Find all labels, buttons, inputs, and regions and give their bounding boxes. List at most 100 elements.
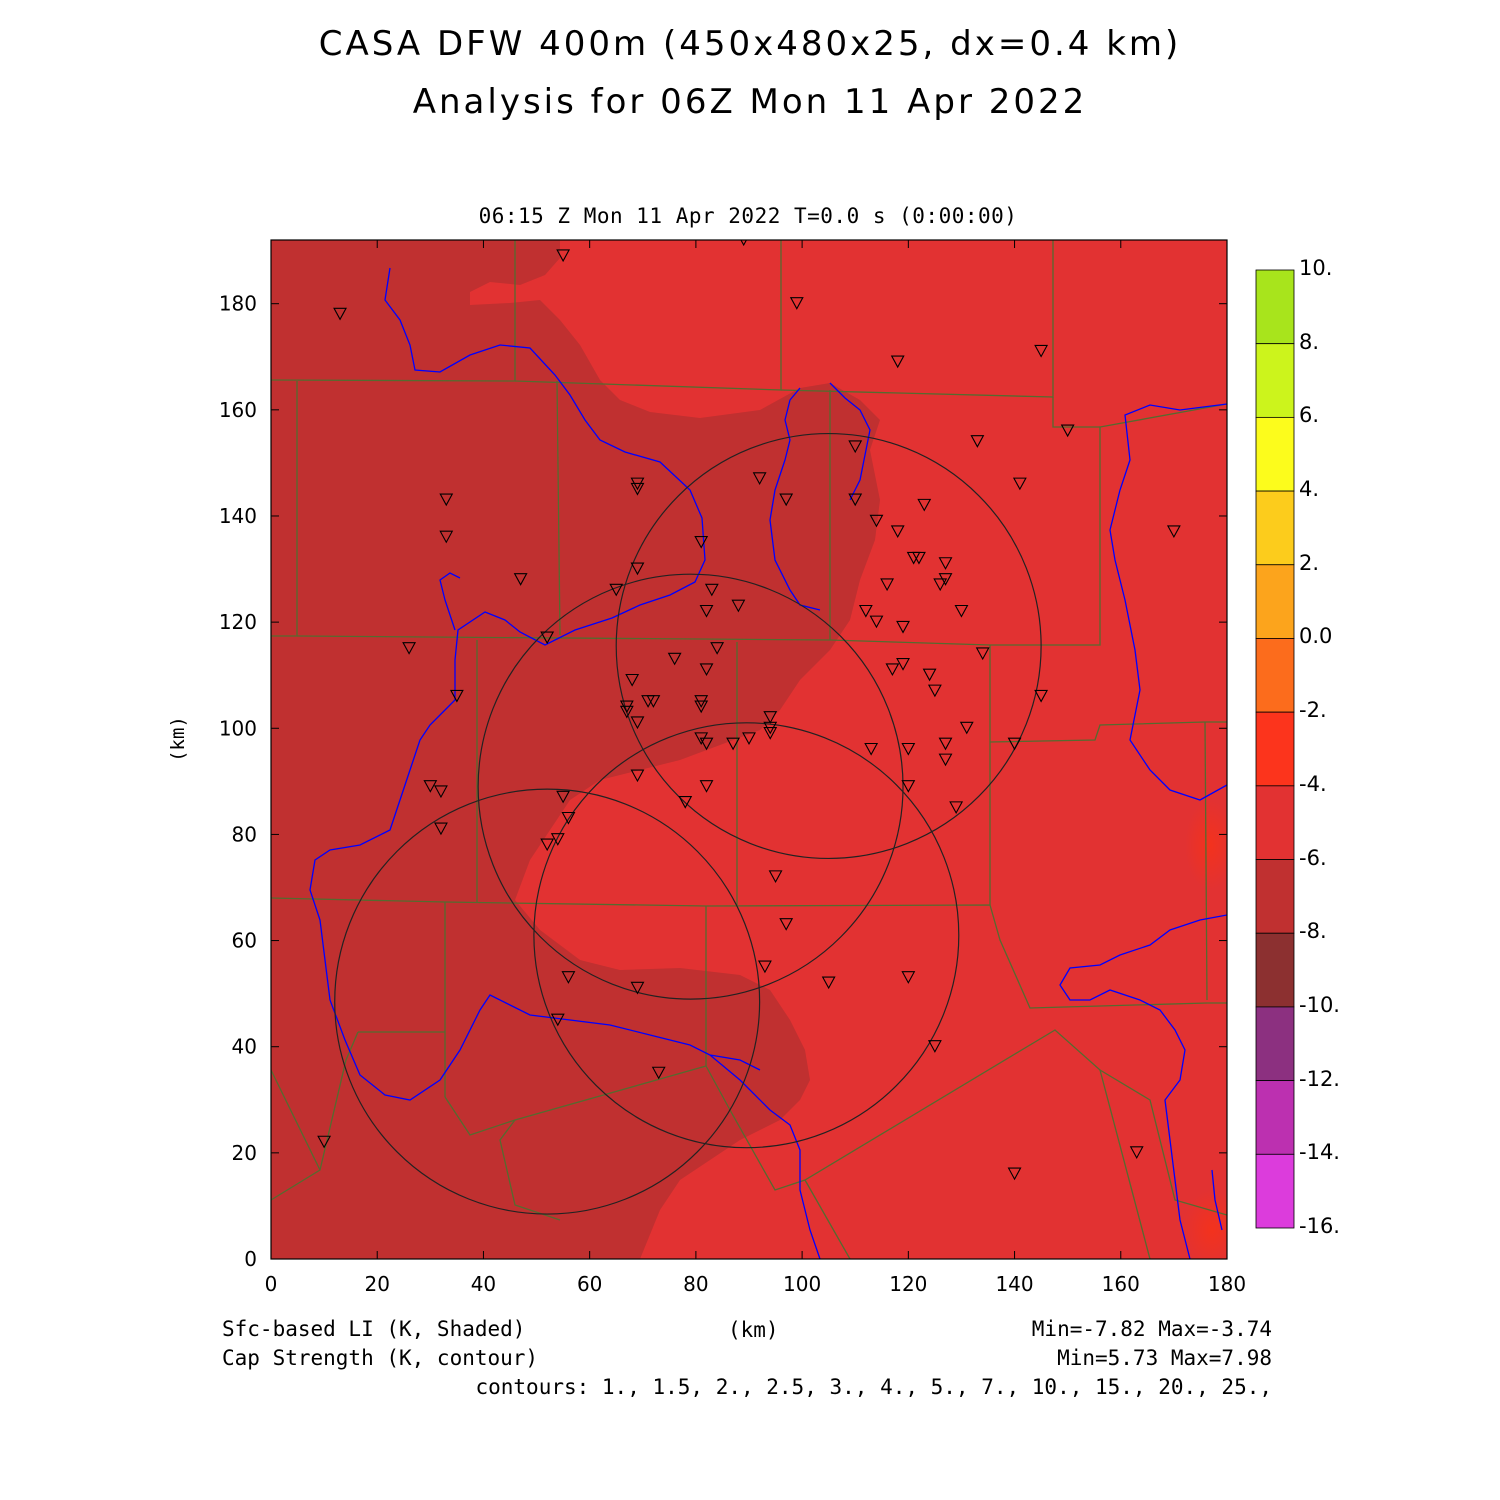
- station-marker: [1007, 1167, 1022, 1181]
- station-marker: [439, 493, 454, 507]
- station-marker: [449, 689, 464, 703]
- colorbar-swatch: [1255, 1153, 1295, 1229]
- station-marker: [434, 822, 448, 836]
- rivers: [309, 267, 1227, 1259]
- station-marker: [550, 833, 565, 846]
- station-marker: [699, 780, 714, 793]
- station-marker: [630, 562, 645, 576]
- y-tick-label: 120: [219, 610, 257, 634]
- station-marker: [704, 583, 719, 597]
- x-axis: 0 20 40 60 80 100 120 140 160 180: [265, 240, 1246, 1296]
- station-marker: [896, 658, 910, 671]
- station-marker: [561, 971, 576, 984]
- station-marker: [651, 1066, 666, 1080]
- y-tick-label: 60: [232, 929, 257, 953]
- station-marker: [752, 472, 767, 485]
- colorbar-swatch: [1255, 564, 1295, 639]
- station-marker: [1129, 1146, 1144, 1159]
- colorbar-label: -10.: [1299, 992, 1340, 1017]
- station-marker: [758, 960, 772, 974]
- station-marker: [949, 801, 964, 815]
- station-marker: [869, 514, 884, 528]
- station-marker: [880, 578, 895, 592]
- station-marker: [922, 668, 937, 682]
- station-marker: [848, 440, 863, 454]
- station-marker: [959, 721, 974, 735]
- station-marker: [630, 981, 645, 995]
- station-marker: [561, 811, 576, 825]
- y-tick-label: 160: [219, 398, 257, 422]
- station-marker: [901, 780, 916, 793]
- colorbar-swatch: [1255, 490, 1295, 566]
- station-marker: [726, 737, 740, 751]
- y-tick-label: 20: [232, 1141, 257, 1165]
- station-marker: [402, 642, 417, 655]
- station-marker: [630, 769, 645, 783]
- station-marker: [731, 599, 746, 613]
- radar-ring: [334, 788, 761, 1215]
- contour-field-label: Cap Strength (K, contour): [222, 1346, 539, 1370]
- radar-rings: [334, 432, 1042, 1215]
- station-marker: [1060, 424, 1075, 438]
- station-marker: [970, 435, 985, 448]
- colorbar-swatch: [1255, 638, 1295, 713]
- station-marker: [927, 684, 942, 698]
- x-tick-label: 40: [471, 1272, 496, 1296]
- colorbar-swatch: [1255, 859, 1295, 934]
- station-marker: [890, 525, 905, 539]
- x-tick-label: 120: [889, 1272, 927, 1296]
- station-marker: [938, 557, 953, 570]
- colorbar-label: 6.: [1299, 403, 1320, 428]
- station-marker: [550, 1013, 565, 1027]
- colorbar-label: 8.: [1299, 329, 1320, 354]
- station-marker: [678, 796, 693, 809]
- station-marker: [1007, 737, 1022, 751]
- colorbar-label: -8.: [1299, 919, 1327, 944]
- station-marker: [975, 647, 990, 661]
- station-marker: [1034, 344, 1049, 358]
- station-marker: [938, 753, 953, 767]
- colorbar-label: -4.: [1299, 771, 1327, 796]
- station-marker: [439, 530, 454, 544]
- station-markers: [317, 240, 1181, 1181]
- y-tick-label: 100: [219, 716, 257, 740]
- station-marker: [912, 551, 926, 565]
- colorbar-label: -6.: [1299, 845, 1327, 870]
- y-tick-label: 0: [244, 1247, 257, 1271]
- colorbar-swatch: [1255, 343, 1295, 418]
- station-marker: [710, 642, 725, 655]
- x-tick-label: 20: [364, 1272, 389, 1296]
- station-marker: [927, 1040, 942, 1053]
- colorbar-swatch: [1255, 785, 1295, 860]
- colorbar-swatch: [1255, 416, 1295, 492]
- station-marker: [901, 742, 916, 756]
- colorbar-label: -12.: [1299, 1066, 1340, 1091]
- station-marker: [742, 732, 756, 746]
- y-axis-unit: (km): [166, 716, 189, 762]
- station-marker: [917, 498, 932, 512]
- x-tick-label: 140: [995, 1272, 1033, 1296]
- colorbar-swatch: [1255, 269, 1295, 345]
- station-marker: [1012, 477, 1027, 491]
- y-tick-label: 40: [232, 1035, 257, 1059]
- station-marker: [317, 1135, 332, 1149]
- station-marker: [890, 355, 905, 369]
- station-marker: [933, 578, 948, 592]
- radar-ring: [477, 573, 904, 1000]
- station-marker: [540, 631, 555, 645]
- shaded-field-label: Sfc-based LI (K, Shaded): [222, 1317, 526, 1341]
- station-marker: [779, 493, 794, 507]
- li-region-darker: [271, 240, 880, 1259]
- station-marker: [434, 785, 448, 799]
- colorbar-swatch: [1255, 932, 1295, 1008]
- county-boundaries: [271, 240, 1227, 1259]
- station-marker: [646, 695, 661, 708]
- station-marker: [858, 604, 873, 618]
- x-tick-label: 80: [683, 1272, 708, 1296]
- y-tick-label: 80: [232, 822, 257, 846]
- x-tick-label: 100: [783, 1272, 821, 1296]
- contour-minmax: Min=5.73 Max=7.98: [1057, 1346, 1272, 1370]
- chart-title: CASA DFW 400m (450x480x25, dx=0.4 km): [318, 24, 1182, 64]
- station-marker: [609, 583, 624, 597]
